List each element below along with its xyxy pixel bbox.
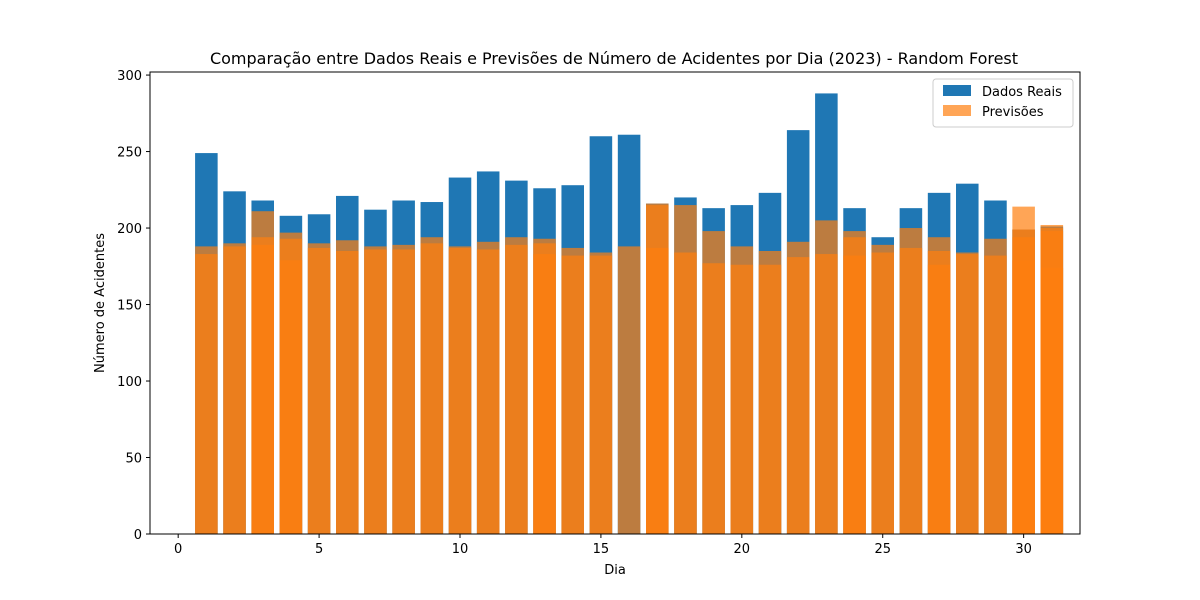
bar-previsoes xyxy=(786,241,810,534)
plot-frame xyxy=(149,71,1081,535)
y-tick-label: 150 xyxy=(117,299,142,314)
y-tick-label: 0 xyxy=(134,528,142,543)
bar-previsoes xyxy=(871,244,894,534)
legend: Dados Reais Previsões xyxy=(932,78,1074,128)
legend-label-dados-reais: Dados Reais xyxy=(982,85,1062,100)
bar-previsoes xyxy=(420,237,444,534)
y-tick-label: 300 xyxy=(117,69,142,84)
y-tick-label: 100 xyxy=(117,375,142,390)
bar-previsoes xyxy=(758,250,782,534)
legend-swatch-dados-reais xyxy=(943,85,971,96)
y-tick-label: 50 xyxy=(125,452,142,467)
x-axis-label: Dia xyxy=(604,563,626,578)
bar-previsoes xyxy=(279,232,303,534)
bar-previsoes xyxy=(251,211,274,534)
y-tick-label: 250 xyxy=(117,146,142,161)
bar-layer xyxy=(195,93,1064,535)
y-axis-ticks: 0 50 100 150 200 250 300 xyxy=(117,69,150,543)
x-axis-ticks: 0 5 10 15 20 25 30 xyxy=(174,534,1032,557)
bar-previsoes xyxy=(702,231,725,534)
x-tick-label: 5 xyxy=(315,542,323,557)
bar-previsoes xyxy=(674,205,697,534)
bar-previsoes xyxy=(617,246,641,535)
y-tick-label: 200 xyxy=(117,222,142,237)
bar-previsoes xyxy=(646,203,669,534)
bar-previsoes xyxy=(730,246,754,535)
x-tick-label: 20 xyxy=(734,542,751,557)
bar-previsoes xyxy=(364,246,387,535)
legend-label-previsoes: Previsões xyxy=(982,105,1044,120)
bar-previsoes xyxy=(392,244,415,534)
bar-previsoes xyxy=(843,231,866,534)
bar-previsoes xyxy=(533,238,556,534)
bar-previsoes xyxy=(561,247,584,534)
x-tick-label: 0 xyxy=(174,542,182,557)
bar-previsoes xyxy=(815,220,838,534)
bar-previsoes xyxy=(927,237,951,534)
legend-swatch-previsoes xyxy=(943,105,971,116)
x-tick-label: 15 xyxy=(593,542,610,557)
bar-previsoes xyxy=(956,252,979,535)
bar-previsoes xyxy=(505,237,528,534)
x-tick-label: 30 xyxy=(1015,542,1032,557)
bar-previsoes xyxy=(1040,224,1064,534)
bar-previsoes xyxy=(1012,206,1035,535)
bar-previsoes xyxy=(223,243,246,534)
bar-previsoes xyxy=(448,246,472,535)
x-tick-label: 10 xyxy=(452,542,469,557)
bar-previsoes xyxy=(589,252,613,535)
bar-previsoes xyxy=(307,243,331,534)
bar-previsoes xyxy=(195,246,218,535)
bar-previsoes xyxy=(899,228,923,534)
bar-previsoes xyxy=(336,240,359,535)
bar-previsoes xyxy=(984,238,1007,534)
chart-title: Comparação entre Dados Reais e Previsões… xyxy=(210,49,1018,68)
bar-previsoes xyxy=(476,241,500,534)
y-axis-label: Número de Acidentes xyxy=(93,233,108,373)
x-tick-label: 25 xyxy=(874,542,891,557)
